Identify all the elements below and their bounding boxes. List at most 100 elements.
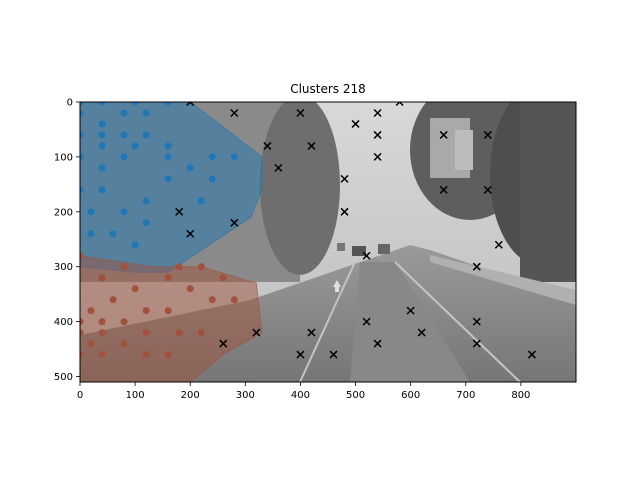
cluster-0-point xyxy=(131,142,139,150)
noise-point xyxy=(175,207,184,216)
noise-point xyxy=(362,317,371,326)
cluster-1-point xyxy=(186,285,194,293)
cluster-0-point xyxy=(164,153,172,161)
cluster-1-point xyxy=(80,351,84,359)
x-tick-label: 100 xyxy=(126,390,145,401)
plot-frame xyxy=(79,101,577,383)
x-tick-label: 400 xyxy=(291,390,310,401)
noise-point xyxy=(373,130,382,139)
cluster-0-point xyxy=(120,208,128,216)
cluster-0-point xyxy=(142,131,150,139)
cluster-0-point xyxy=(98,164,106,172)
cluster-1-point xyxy=(120,318,128,326)
cluster-0-point xyxy=(80,153,84,161)
noise-point xyxy=(406,306,415,315)
cluster-0-point xyxy=(131,241,139,249)
noise-point xyxy=(186,102,195,107)
noise-point xyxy=(483,185,492,194)
noise-point xyxy=(439,130,448,139)
cluster-0-point xyxy=(164,175,172,183)
cluster-0-point xyxy=(120,109,128,117)
noise-point xyxy=(307,141,316,150)
cluster-1-point xyxy=(230,296,238,304)
x-tick-label: 0 xyxy=(77,390,83,401)
cluster-1-point xyxy=(120,340,128,348)
cluster-0-point xyxy=(208,175,216,183)
cluster-1-point xyxy=(175,329,183,337)
cluster-1-point xyxy=(109,296,117,304)
noise-point xyxy=(296,108,305,118)
x-tick-label: 200 xyxy=(181,390,200,401)
y-tick-label: 400 xyxy=(54,317,73,328)
cluster-1-point xyxy=(164,351,172,359)
cluster-0-point xyxy=(142,109,150,117)
cluster-1-point xyxy=(197,263,205,271)
noise-point xyxy=(527,350,536,359)
cluster-0-point xyxy=(98,142,106,150)
cluster-1-point xyxy=(80,329,84,337)
cluster-1-point xyxy=(98,318,106,326)
x-tick-label: 300 xyxy=(236,390,255,401)
noise-point xyxy=(296,350,305,359)
cluster-1-point xyxy=(175,263,183,271)
cluster-1-point xyxy=(164,274,172,282)
y-tick-label: 300 xyxy=(54,262,73,273)
data-points xyxy=(80,102,536,359)
cluster-1-point xyxy=(98,274,106,282)
noise-point xyxy=(373,152,382,161)
noise-point xyxy=(307,328,316,337)
cluster-0-point xyxy=(98,120,106,128)
y-tick-label: 500 xyxy=(54,372,73,383)
cluster-0-point xyxy=(80,102,84,106)
noise-point xyxy=(219,339,228,348)
noise-point xyxy=(329,350,338,359)
x-tick-label: 600 xyxy=(401,390,420,401)
cluster-hulls xyxy=(80,102,263,382)
cluster-1-point xyxy=(87,307,95,315)
cluster-0-point xyxy=(142,197,150,205)
cluster-0-point xyxy=(87,208,95,216)
cluster-1-point xyxy=(131,285,139,293)
cluster-0-point xyxy=(80,186,84,194)
x-axis: 0 100 200 300 400 500 600 700 800 xyxy=(77,382,530,401)
cluster-hull-1 xyxy=(80,255,263,382)
cluster-1-point xyxy=(142,329,150,337)
cluster-1-point xyxy=(98,329,106,337)
cluster-1-point xyxy=(87,340,95,348)
cluster-1-point xyxy=(80,252,84,260)
cluster-0-point xyxy=(120,153,128,161)
cluster-1-point xyxy=(164,307,172,315)
cluster-0-point xyxy=(164,142,172,150)
cluster-0-point xyxy=(98,131,106,139)
noise-point xyxy=(373,108,382,118)
cluster-0-point xyxy=(98,102,106,106)
noise-point xyxy=(230,108,239,118)
x-tick-label: 700 xyxy=(456,390,475,401)
noise-point xyxy=(417,328,426,337)
cluster-0-point xyxy=(230,153,238,161)
cluster-0-point xyxy=(197,197,205,205)
cluster-0-point xyxy=(98,186,106,194)
noise-point xyxy=(472,317,481,326)
cluster-1-point xyxy=(80,318,84,326)
x-tick-label: 500 xyxy=(346,390,365,401)
noise-point xyxy=(186,229,195,238)
noise-point xyxy=(472,262,481,271)
noise-point xyxy=(351,119,360,128)
noise-point xyxy=(340,207,349,216)
cluster-0-point xyxy=(164,102,172,106)
noise-point xyxy=(373,339,382,348)
y-axis: 0 100 200 300 400 500 xyxy=(54,98,80,383)
noise-point xyxy=(274,163,283,172)
cluster-0-point xyxy=(109,230,117,238)
cluster-0-point xyxy=(80,109,84,117)
y-tick-label: 200 xyxy=(54,207,73,218)
cluster-1-point xyxy=(142,307,150,315)
cluster-1-point xyxy=(98,351,106,359)
noise-point xyxy=(483,130,492,139)
noise-point xyxy=(362,251,371,260)
noise-point xyxy=(494,240,503,249)
noise-point xyxy=(439,185,448,194)
cluster-0-point xyxy=(131,102,139,106)
cluster-1-point xyxy=(120,263,128,271)
